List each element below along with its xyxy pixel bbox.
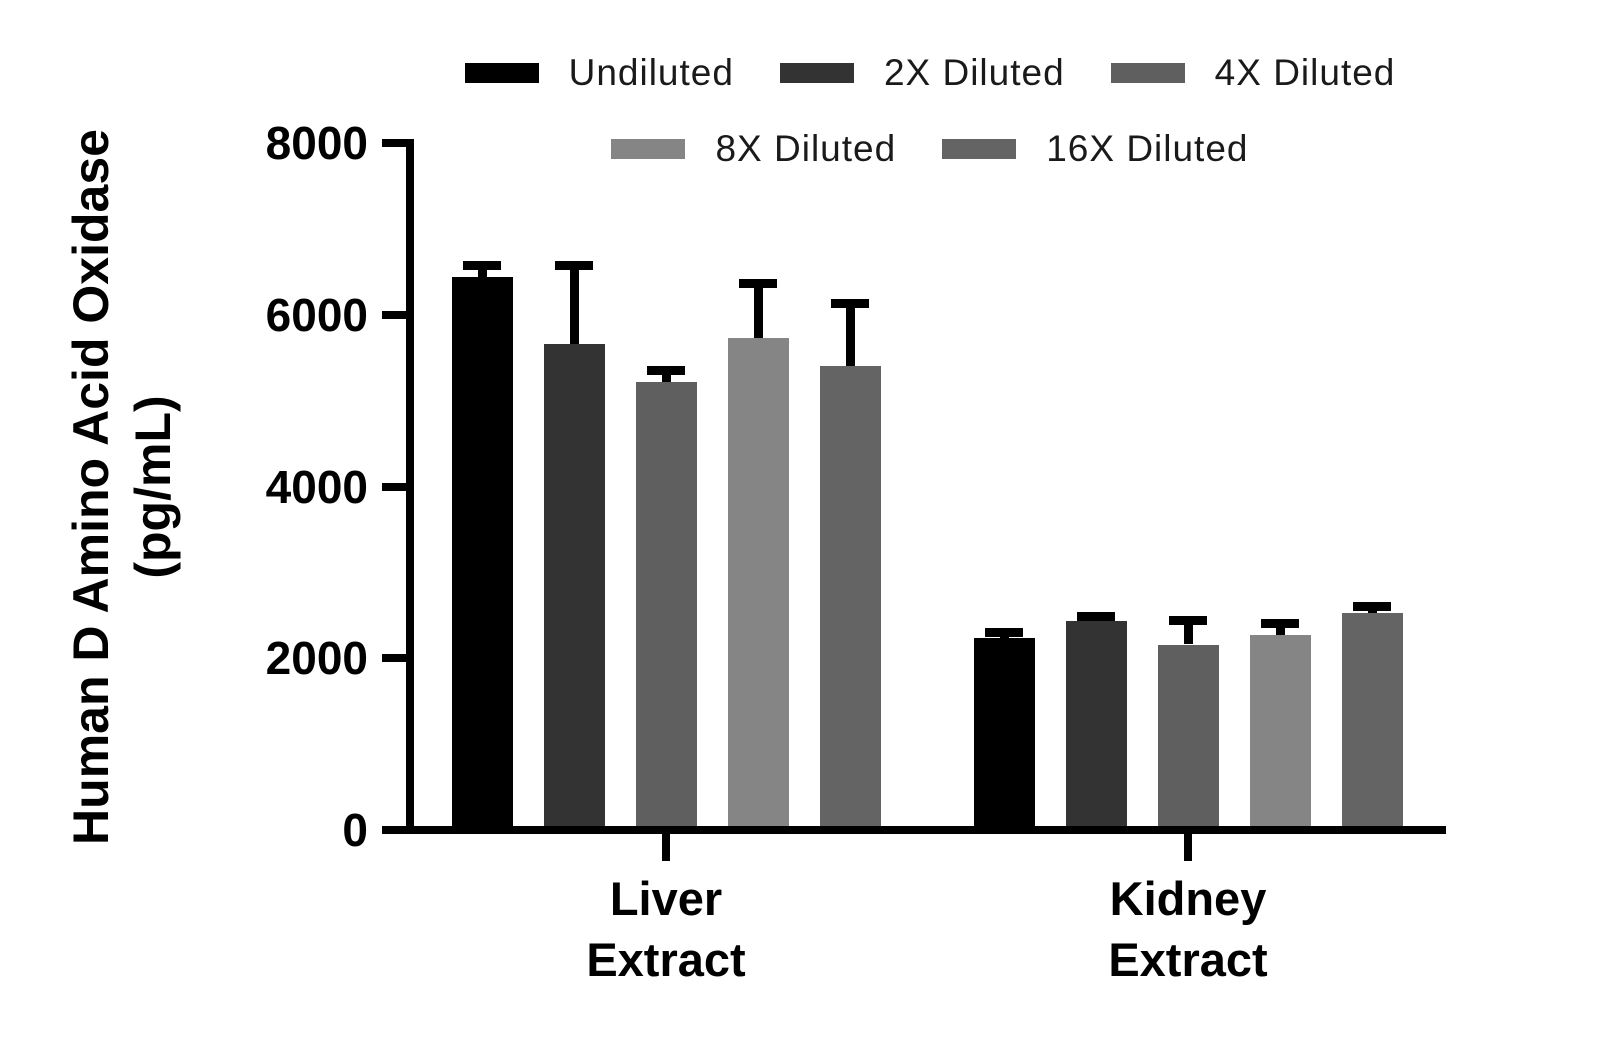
error-bar-stem-liver-extract-4x-diluted — [661, 369, 671, 382]
x-tick-1 — [662, 834, 670, 861]
error-bar-stem-liver-extract-undiluted — [477, 264, 487, 277]
x-axis-line — [406, 826, 1446, 834]
legend-swatch-4x-diluted — [1110, 63, 1185, 83]
legend-swatch-undiluted — [464, 63, 539, 83]
y-tick-label-6000: 6000 — [265, 288, 368, 341]
y-axis-line — [406, 139, 414, 834]
legend-label-8x-diluted: 8X Diluted — [715, 128, 897, 169]
legend-item-undiluted: Undiluted — [464, 52, 734, 94]
bar-kidney-extract-undiluted — [973, 638, 1035, 833]
legend-swatch-2x-diluted — [779, 63, 854, 83]
y-tick-label-0: 0 — [342, 804, 368, 856]
bar-liver-extract-8x-diluted — [727, 337, 789, 833]
legend-item-2x-diluted: 2X Diluted — [779, 52, 1065, 94]
y-tick-label-2000: 2000 — [265, 632, 368, 685]
error-bar-cap-kidney-extract-4x-diluted — [1169, 615, 1207, 625]
y-tick-label-8000: 8000 — [265, 117, 368, 169]
legend-label-undiluted: Undiluted — [568, 52, 734, 93]
error-bar-cap-liver-extract-8x-diluted — [739, 278, 777, 288]
legend-label-2x-diluted: 2X Diluted — [883, 52, 1065, 93]
bar-liver-extract-4x-diluted — [635, 381, 697, 833]
y-tick-6000 — [382, 310, 406, 319]
bar-liver-extract-2x-diluted — [543, 343, 605, 833]
bar-liver-extract-16x-diluted — [819, 366, 881, 833]
x-category-label-1: Liver Extract — [586, 872, 746, 986]
x-category-label-2: Kidney Extract — [1108, 872, 1268, 986]
legend-label-16x-diluted: 16X Diluted — [1046, 128, 1249, 169]
error-bar-cap-kidney-extract-2x-diluted — [1077, 611, 1115, 621]
error-bar-cap-liver-extract-undiluted — [463, 260, 501, 270]
x-tick-2 — [1184, 834, 1192, 861]
error-bar-stem-liver-extract-8x-diluted — [753, 282, 763, 338]
bar-kidney-extract-4x-diluted — [1157, 644, 1219, 833]
legend-item-8x-diluted: 8X Diluted — [611, 128, 896, 170]
legend-row-2: 8X Diluted 16X Diluted — [410, 128, 1450, 170]
y-tick-8000 — [382, 139, 406, 147]
bar-kidney-extract-2x-diluted — [1065, 621, 1127, 833]
error-bar-stem-kidney-extract-8x-diluted — [1275, 623, 1285, 636]
bar-liver-extract-undiluted — [451, 276, 513, 833]
error-bar-stem-liver-extract-16x-diluted — [845, 302, 855, 367]
bar-kidney-extract-8x-diluted — [1249, 635, 1311, 833]
legend-swatch-16x-diluted — [942, 139, 1017, 159]
y-tick-0 — [382, 826, 406, 834]
error-bar-cap-kidney-extract-16x-diluted — [1353, 602, 1391, 612]
legend-item-16x-diluted: 16X Diluted — [942, 128, 1248, 170]
error-bar-stem-liver-extract-2x-diluted — [569, 264, 579, 344]
error-bar-stem-kidney-extract-4x-diluted — [1183, 619, 1193, 645]
error-bar-cap-kidney-extract-undiluted — [985, 628, 1023, 638]
error-bar-cap-liver-extract-2x-diluted — [555, 260, 593, 270]
legend-swatch-8x-diluted — [611, 139, 686, 159]
legend-label-4x-diluted: 4X Diluted — [1214, 52, 1396, 93]
y-tick-2000 — [382, 654, 406, 663]
error-bar-cap-kidney-extract-8x-diluted — [1261, 619, 1299, 629]
y-tick-label-4000: 4000 — [265, 460, 368, 513]
legend-item-4x-diluted: 4X Diluted — [1110, 52, 1396, 94]
legend-row-1: Undiluted 2X Diluted 4X Diluted — [410, 52, 1450, 94]
bar-kidney-extract-16x-diluted — [1341, 612, 1403, 833]
error-bar-cap-liver-extract-4x-diluted — [647, 365, 685, 375]
error-bar-cap-liver-extract-16x-diluted — [831, 298, 869, 308]
y-tick-4000 — [382, 482, 406, 491]
